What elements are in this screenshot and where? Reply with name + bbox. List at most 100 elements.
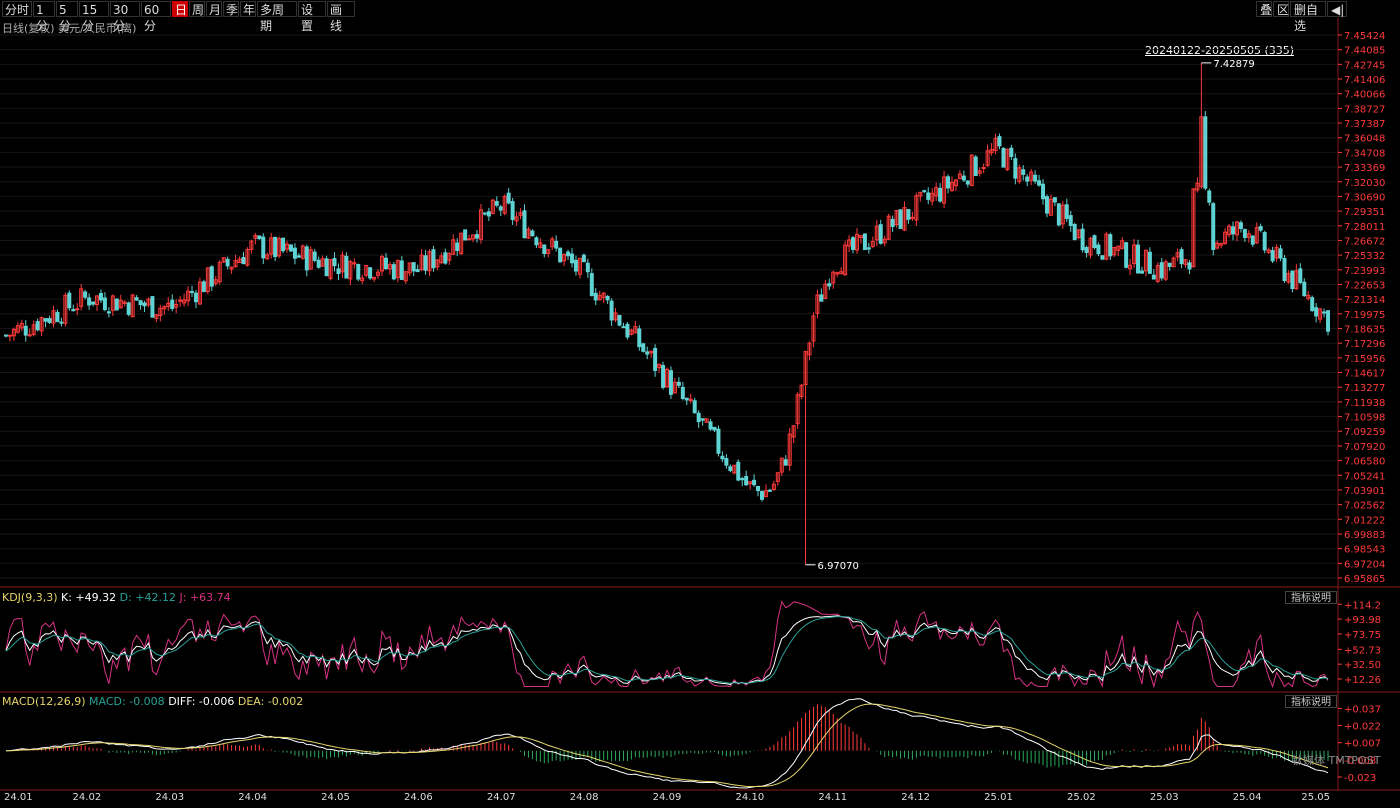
candle-body (1274, 247, 1279, 259)
candle-body (296, 255, 301, 258)
candle-body (1318, 308, 1323, 320)
kdj-name: KDJ(9,3,3) (2, 591, 58, 604)
candle-body (839, 271, 844, 275)
watermark: 钛媒体 TMTPOST (1292, 754, 1381, 767)
candle-body (1116, 245, 1121, 251)
toolbar-right-button-2[interactable]: 删自选 (1290, 1, 1326, 33)
candle-body (851, 237, 856, 250)
candle-body (858, 235, 863, 238)
candle-body (482, 212, 487, 215)
candle-body (158, 307, 163, 317)
candle-body (423, 255, 428, 271)
candle-body (882, 238, 887, 244)
period-tab-7[interactable]: 周 (189, 1, 205, 17)
candle-body (902, 207, 907, 231)
candle-body (577, 257, 582, 275)
candle-body (304, 246, 309, 271)
candle-body (625, 323, 630, 338)
candle-body (1266, 249, 1271, 253)
period-tab-4[interactable]: 30分 (110, 1, 140, 33)
candle-body (35, 321, 40, 331)
candle-body (550, 238, 555, 248)
candle-body (1001, 147, 1006, 168)
macd-tick-label: +0.037 (1344, 704, 1381, 715)
candle-body (91, 301, 96, 305)
candle-body (1215, 242, 1220, 249)
period-tab-6[interactable]: 日 (172, 1, 188, 17)
period-tab-3[interactable]: 15分 (79, 1, 109, 33)
candle-body (676, 381, 681, 386)
candle-body (728, 466, 733, 472)
candle-body (1033, 174, 1038, 182)
candle-body (1195, 182, 1200, 191)
candle-body (1219, 242, 1224, 246)
toolbar-right-button-1[interactable]: 区 (1273, 1, 1289, 17)
period-tab-1[interactable]: 1分 (33, 1, 55, 33)
period-tab-10[interactable]: 年 (240, 1, 256, 17)
price-tick-label: 6.99883 (1344, 530, 1385, 541)
macd-name: MACD(12,26,9) (2, 695, 86, 708)
period-tab-13[interactable]: 画线 (327, 1, 355, 33)
kdj-k-line (5, 615, 1329, 686)
kdj-k: K: +49.32 (61, 591, 117, 604)
date-range-label[interactable]: 20240122-20250505 (335) (1145, 44, 1295, 57)
candle-body (514, 216, 519, 222)
candle-body (934, 187, 939, 197)
candle-body (79, 288, 84, 307)
period-tab-9[interactable]: 季 (223, 1, 239, 17)
kdj-help-button[interactable]: 指标说明 (1285, 591, 1337, 604)
candle-body (166, 302, 171, 307)
period-tab-11[interactable]: 多周期 (257, 1, 297, 33)
candle-body (878, 224, 883, 244)
candle-body (463, 229, 468, 241)
candle-body (957, 173, 962, 180)
x-tick-label: 24.06 (404, 792, 433, 803)
low-label: 6.97070 (818, 561, 859, 572)
candle-body (439, 255, 444, 264)
candle-body (823, 283, 828, 299)
macd-help-button[interactable]: 指标说明 (1285, 695, 1337, 708)
candle-body (807, 342, 812, 356)
candle-body (98, 292, 103, 301)
x-tick-label: 24.07 (487, 792, 516, 803)
candle-body (308, 249, 313, 270)
period-tab-12[interactable]: 设置 (298, 1, 326, 33)
price-tick-label: 7.06580 (1344, 457, 1385, 468)
candle-body (831, 271, 836, 284)
candle-body (554, 240, 559, 249)
price-tick-label: 7.33369 (1344, 163, 1385, 174)
candle-body (752, 479, 757, 486)
kdj-title: KDJ(9,3,3) K: +49.32 D: +42.12 J: +63.74 (2, 591, 231, 604)
candle-body (1183, 259, 1188, 266)
candle-body (154, 314, 159, 319)
price-tick-label: 7.34708 (1344, 148, 1385, 159)
candle-body (1310, 297, 1315, 312)
candle-body (364, 264, 369, 276)
candle-body (407, 262, 412, 274)
candle-body (471, 234, 476, 240)
candle-body (43, 318, 48, 322)
candle-body (1306, 294, 1311, 299)
candle-body (1128, 264, 1133, 270)
period-tab-8[interactable]: 月 (206, 1, 222, 17)
candle-body (997, 136, 1002, 147)
x-tick-label: 24.08 (570, 792, 599, 803)
kdj-d-line (5, 616, 1329, 684)
candle-body (704, 418, 709, 423)
candle-body (506, 192, 511, 204)
toolbar-right-button-3[interactable]: ◀| (1327, 1, 1347, 17)
toolbar-right-button-0[interactable]: 叠 (1256, 1, 1272, 17)
period-tab-2[interactable]: 5分 (56, 1, 78, 33)
candle-body (455, 242, 460, 251)
period-tab-0[interactable]: 分时 (2, 1, 32, 17)
candle-body (989, 148, 994, 154)
candle-body (285, 243, 290, 250)
candle-body (534, 237, 539, 246)
candle-body (419, 254, 424, 271)
price-tick-label: 6.98543 (1344, 545, 1385, 556)
candle-body (47, 318, 52, 323)
candle-body (1009, 147, 1014, 158)
candle-body (1044, 196, 1049, 214)
period-tab-5[interactable]: 60分 (141, 1, 171, 33)
